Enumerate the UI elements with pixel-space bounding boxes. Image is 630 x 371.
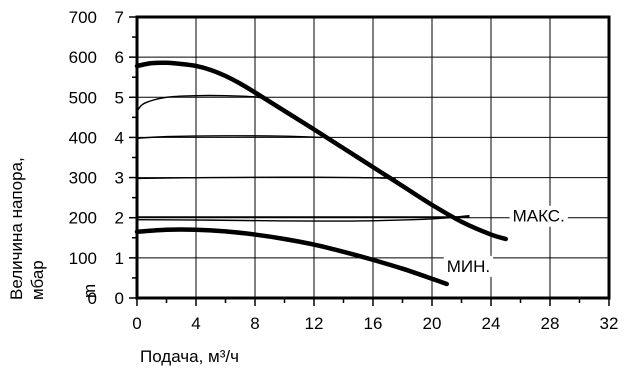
grid: [136, 16, 610, 299]
x-tick-label: 8: [250, 314, 259, 333]
y-tick-label-m: 0: [115, 289, 124, 308]
annotation-backdrop: [443, 255, 494, 277]
series-line-stage4: [136, 135, 323, 139]
y-tick-label-m: 1: [115, 249, 124, 268]
y-tick-label-m: 5: [115, 88, 124, 107]
annotation-min: МИН.: [447, 257, 490, 276]
x-tick-label: 4: [191, 314, 200, 333]
plot-frame: [135, 15, 611, 300]
y-tick-label-mbar: 600: [69, 48, 97, 67]
series-line-min: [134, 227, 449, 287]
x-tick-label: 24: [482, 314, 501, 333]
tick-labels: 0 4 8 12 16 20 24 28 320100200300400500600700012…: [69, 8, 619, 333]
series-line-stage5: [136, 94, 264, 113]
axis-ticks: [129, 16, 610, 306]
x-tick-label: 32: [600, 314, 619, 333]
y-tick-label-mbar: 200: [69, 209, 97, 228]
y-tick-label-mbar: 400: [69, 128, 97, 147]
y-tick-label-mbar: 300: [69, 169, 97, 188]
y-tick-label-m: 4: [115, 128, 124, 147]
x-tick-label: 16: [364, 314, 383, 333]
y-tick-label-m: 7: [115, 8, 124, 27]
y-axis-title: Величина напора,: [7, 157, 26, 300]
y-tick-label-mbar: 100: [69, 249, 97, 268]
y-tick-label-mbar: 500: [69, 88, 97, 107]
annotation-backdrop: [509, 205, 568, 227]
y-tick-label-m: 2: [115, 209, 124, 228]
x-axis-title: Подача, м³/ч: [140, 347, 239, 366]
series-line-stage2: [136, 215, 470, 222]
y-tick-label-mbar: 700: [69, 8, 97, 27]
series-line-stage3: [136, 176, 396, 180]
y-tick-label-m: 3: [115, 169, 124, 188]
y-tick-label-m: 6: [115, 48, 124, 67]
x-tick-label: 20: [423, 314, 442, 333]
x-tick-label: 28: [541, 314, 560, 333]
x-tick-label: 0: [132, 314, 141, 333]
series-group: [134, 60, 508, 287]
x-tick-label: 12: [305, 314, 324, 333]
y-tick-label-mbar: 0: [88, 289, 97, 308]
series-line-max: [134, 60, 508, 242]
annotation-max: МАКС.: [513, 207, 565, 226]
y-axis-inner-unit: m: [80, 284, 99, 298]
y-axis-unit: мбар: [28, 260, 47, 300]
